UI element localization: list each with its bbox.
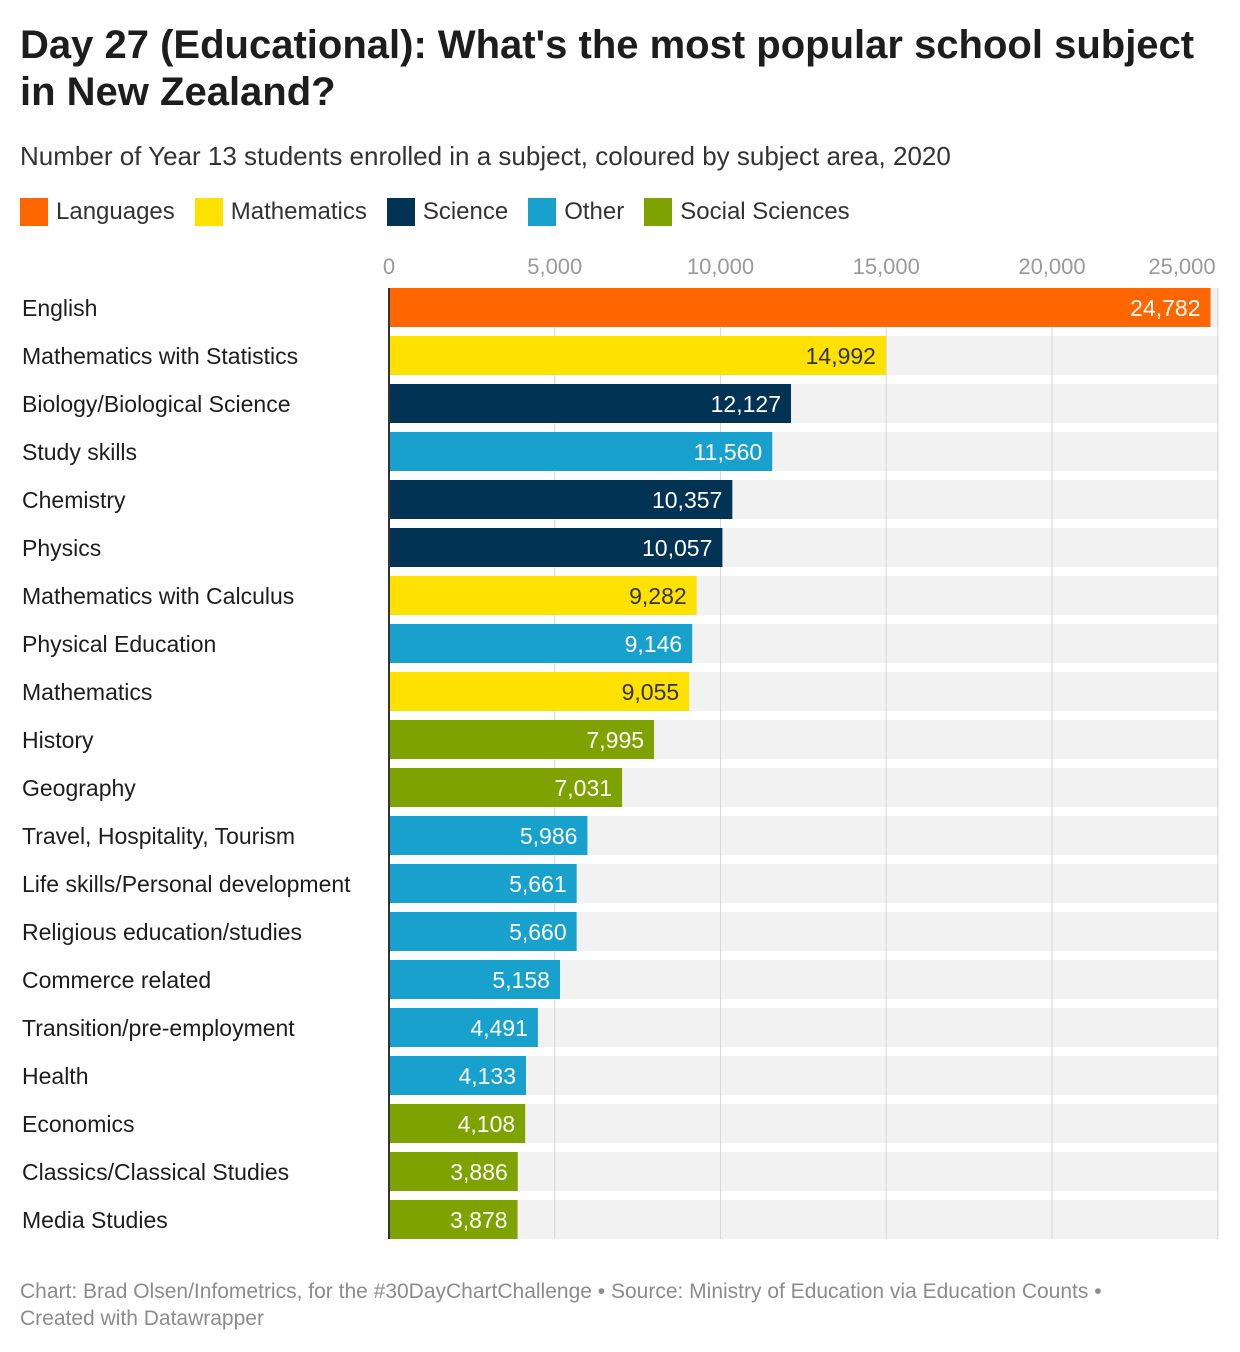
legend-label: Mathematics [230, 198, 367, 225]
value-label: 3,886 [450, 1159, 508, 1185]
category-label: Travel, Hospitality, Tourism [22, 823, 295, 849]
bar [389, 720, 655, 759]
category-label: Physics [22, 535, 101, 561]
legend-item: Mathematics [194, 196, 367, 228]
legend-label: Languages [56, 198, 175, 225]
bar [389, 288, 1211, 327]
value-label: 9,055 [622, 679, 680, 705]
row-background [389, 1200, 1219, 1239]
value-label: 4,491 [470, 1015, 528, 1041]
bar [389, 1008, 538, 1047]
legend-item: Social Sciences [644, 196, 850, 228]
bar [389, 768, 623, 807]
legend-label: Other [564, 198, 625, 225]
bar [389, 672, 690, 711]
bar [389, 1104, 526, 1143]
legend-swatch [644, 198, 673, 226]
value-label: 5,660 [509, 919, 567, 945]
category-label: Religious education/studies [22, 919, 302, 945]
tick-label: 5,000 [527, 254, 582, 279]
bar [389, 384, 792, 423]
category-label: Biology/Biological Science [22, 391, 291, 417]
value-label: 10,357 [652, 487, 722, 513]
bar [389, 432, 773, 471]
legend-swatch [20, 198, 48, 226]
row-background [389, 1104, 1219, 1143]
tick-label: 10,000 [687, 254, 754, 279]
value-label: 10,057 [642, 535, 712, 561]
value-label: 9,146 [625, 631, 683, 657]
legend-item: Science [386, 196, 509, 228]
tick-label: 0 [383, 254, 395, 279]
value-label: 24,782 [1130, 295, 1200, 321]
tick-label: 25,000 [1148, 254, 1215, 279]
category-label: Commerce related [22, 967, 211, 993]
value-label: 7,995 [586, 727, 644, 753]
footer-credit: Chart: Brad Olsen/Infometrics, for the #… [20, 1280, 1102, 1303]
category-label: Mathematics with Statistics [22, 343, 298, 369]
legend-swatch [528, 198, 557, 226]
category-label: Study skills [22, 439, 137, 465]
category-label: Transition/pre-employment [22, 1015, 295, 1041]
category-label: Mathematics [22, 679, 152, 705]
value-label: 11,560 [694, 439, 763, 465]
bar [389, 816, 588, 855]
category-label: Geography [22, 775, 136, 801]
category-label: Health [22, 1063, 88, 1089]
bar [389, 1200, 518, 1239]
category-label: History [22, 727, 94, 753]
tick-label: 15,000 [853, 254, 920, 279]
category-label: Chemistry [22, 487, 126, 513]
category-label: Media Studies [22, 1207, 168, 1233]
category-label: English [22, 295, 97, 321]
bar [389, 528, 723, 567]
value-label: 5,986 [520, 823, 578, 849]
value-label: 14,992 [806, 343, 876, 369]
bar [389, 480, 733, 519]
tick-label: 20,000 [1018, 254, 1085, 279]
value-label: 3,878 [450, 1207, 508, 1233]
row-background [389, 1152, 1219, 1191]
bar [389, 336, 886, 375]
bar [389, 864, 577, 903]
category-label: Mathematics with Calculus [22, 583, 294, 609]
row-background [389, 1056, 1219, 1095]
bar [389, 624, 693, 663]
category-label: Classics/Classical Studies [22, 1159, 289, 1185]
chart-subtitle: Number of Year 13 students enrolled in a… [20, 141, 951, 171]
value-label: 12,127 [711, 391, 781, 417]
category-label: Life skills/Personal development [22, 871, 351, 897]
legend-swatch [194, 198, 223, 226]
legend-item: Languages [20, 196, 175, 228]
legend-swatch [386, 198, 415, 226]
chart-title: Day 27 (Educational): What's the most po… [20, 23, 1195, 114]
value-label: 4,108 [458, 1111, 516, 1137]
category-label: Physical Education [22, 631, 216, 657]
bar [389, 912, 577, 951]
bar [389, 960, 560, 999]
legend-label: Science [422, 198, 509, 225]
value-label: 7,031 [555, 775, 613, 801]
footer-created-with: Created with Datawrapper [20, 1307, 264, 1330]
value-label: 4,133 [458, 1063, 516, 1089]
value-label: 5,158 [492, 967, 550, 993]
legend: Languages Mathematics Science Other Social S… [20, 196, 870, 228]
legend-item: Other [528, 196, 624, 228]
category-label: Economics [22, 1111, 134, 1137]
value-label: 9,282 [629, 583, 687, 609]
bar [389, 1152, 518, 1191]
chart-footer: Chart: Brad Olsen/Infometrics, for the #… [20, 1278, 1200, 1332]
bar [389, 1056, 527, 1095]
bar [389, 576, 697, 615]
legend-label: Social Sciences [680, 198, 850, 225]
value-label: 5,661 [509, 871, 567, 897]
